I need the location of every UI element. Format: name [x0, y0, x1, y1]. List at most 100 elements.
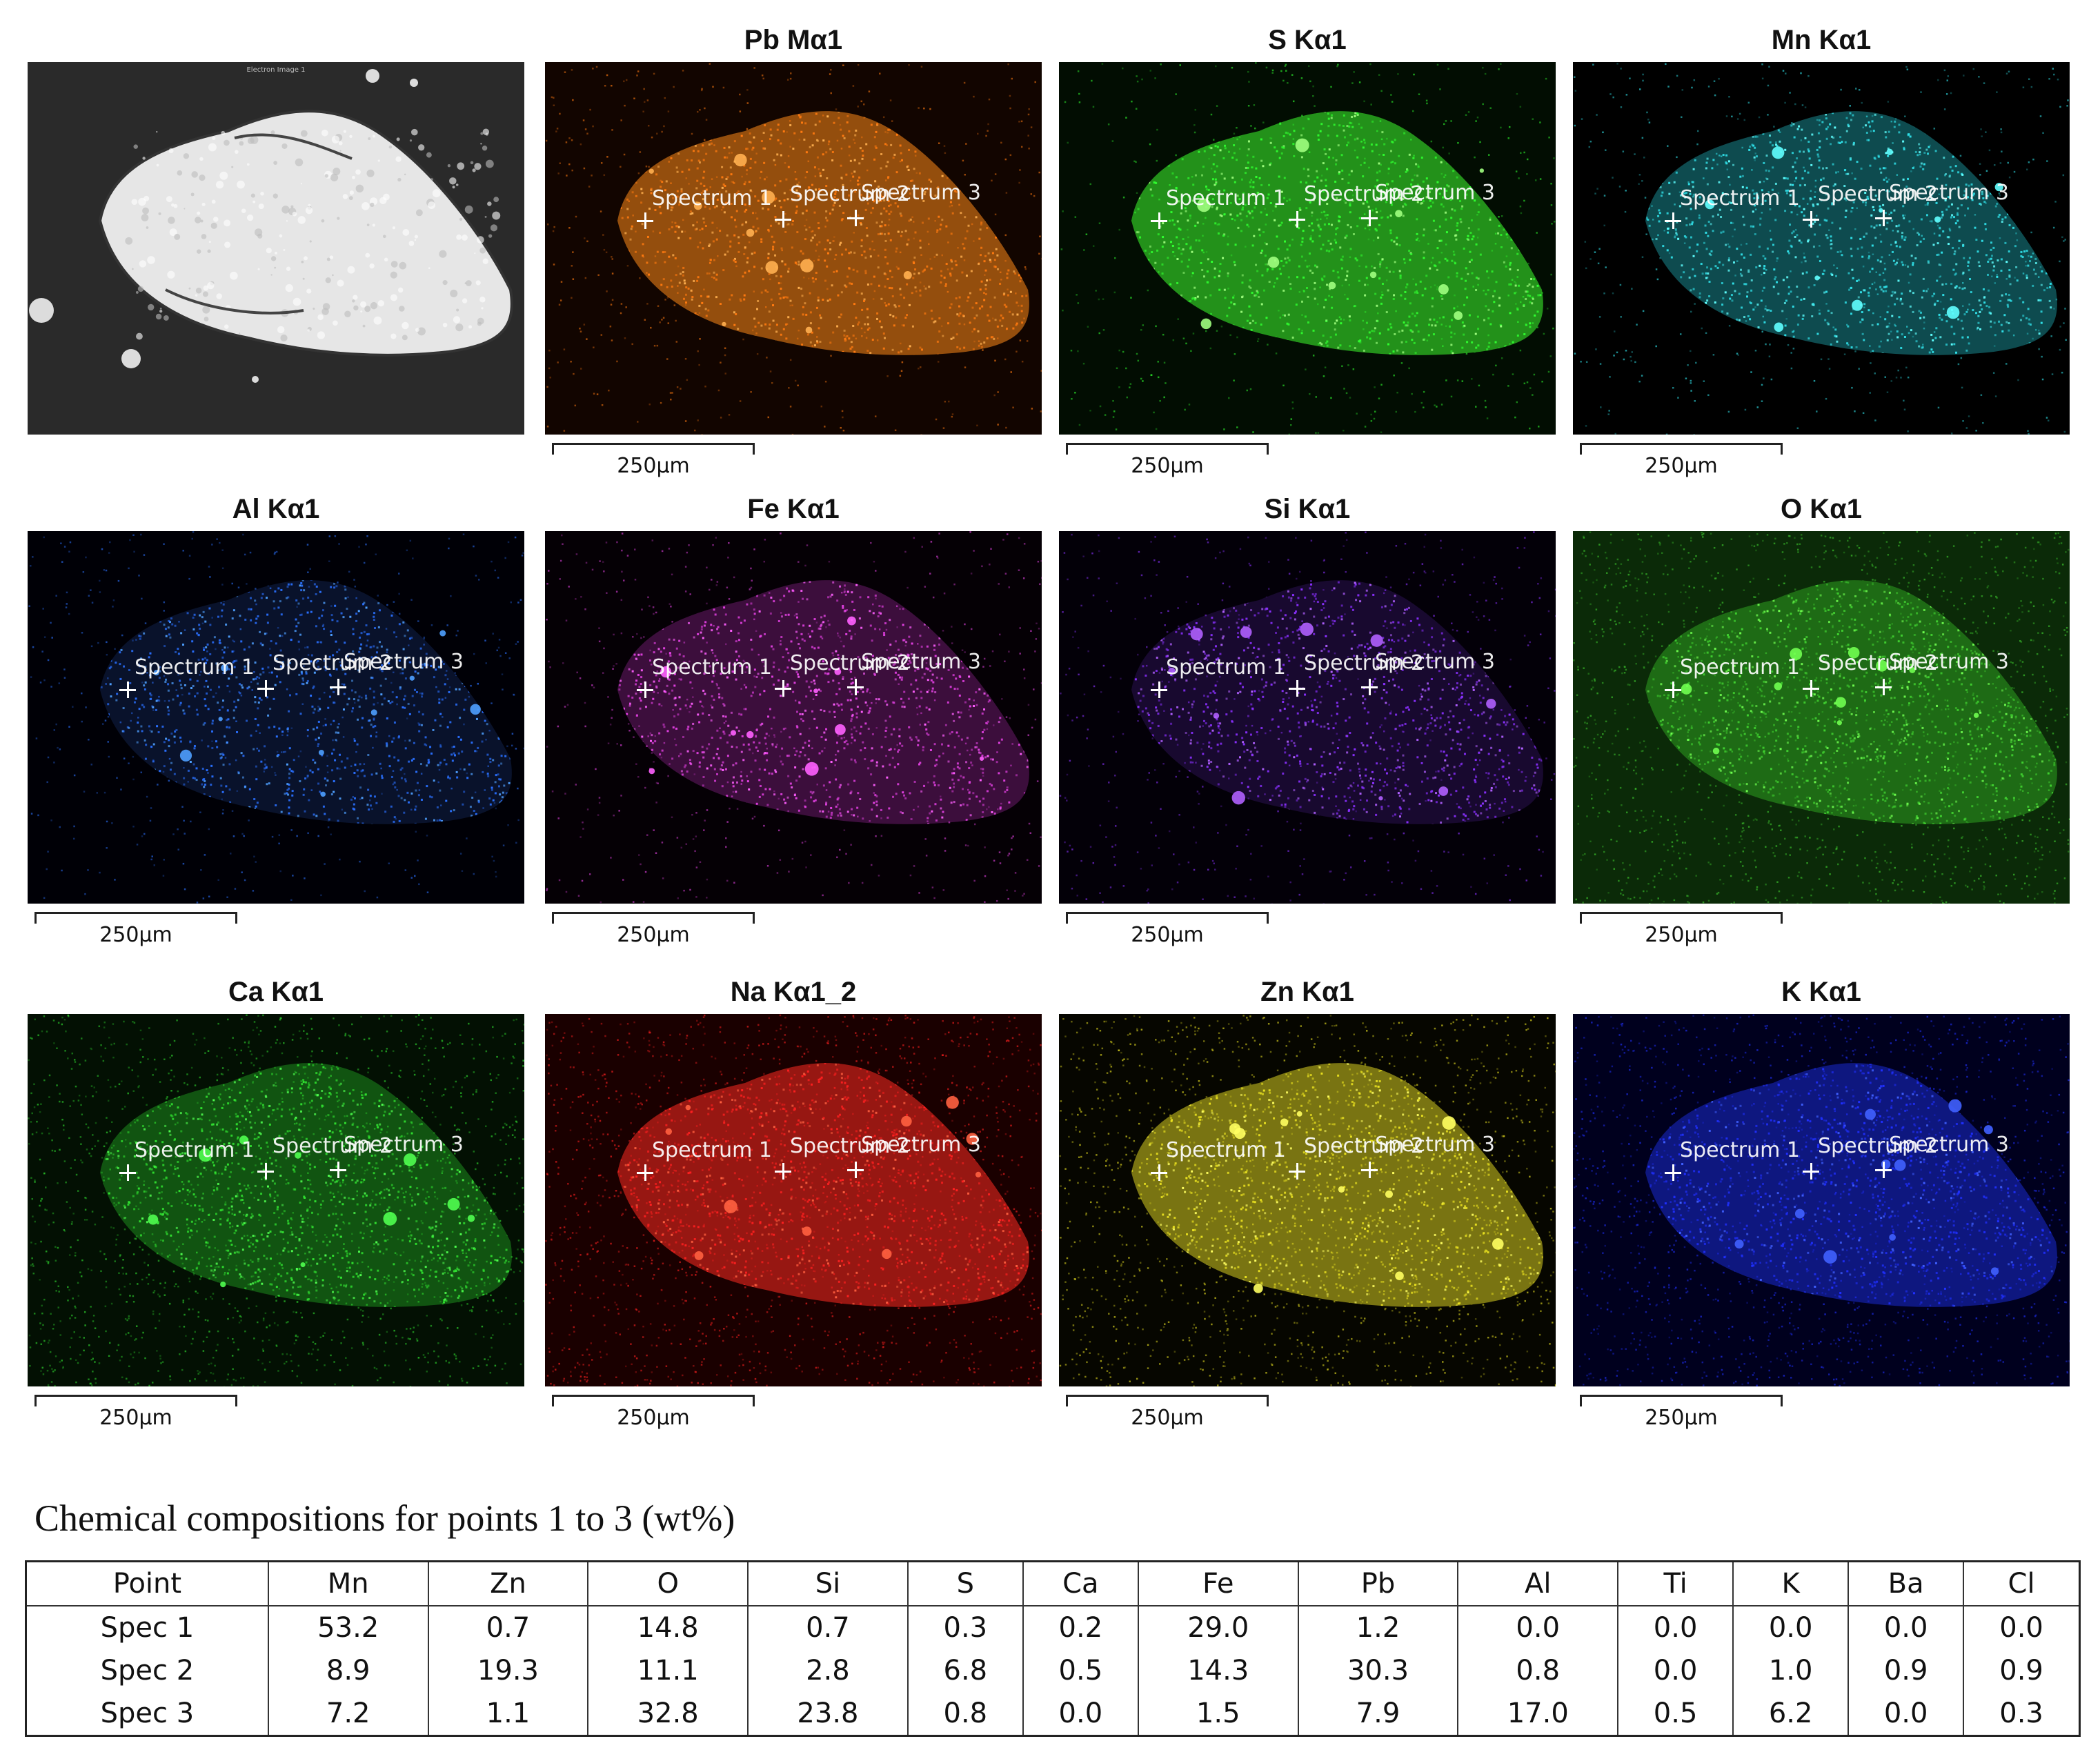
value-cell: 0.3 [907, 1606, 1023, 1649]
spectrum-point-marker [847, 679, 864, 695]
spectrum-point-marker [257, 1163, 274, 1180]
spectrum-label: Spectrum 3 [1375, 650, 1495, 674]
scale-bar: 250µm [1580, 912, 1783, 947]
value-cell: 30.3 [1297, 1649, 1458, 1692]
value-cell: 0.0 [1732, 1606, 1849, 1649]
map-title-fe: Fe Kα1 [545, 490, 1042, 528]
scale-bar: 250µm [1580, 443, 1783, 478]
spectrum-label: Spectrum 1 [1166, 655, 1286, 679]
value-cell: 7.2 [267, 1692, 428, 1736]
scale-bar-line [1580, 912, 1783, 924]
spectrum-point-marker [775, 211, 791, 228]
table-header-cell: Si [747, 1561, 908, 1606]
spectrum-point-marker [1875, 679, 1892, 695]
value-cell: 32.8 [587, 1692, 749, 1736]
spectrum-point-marker [1151, 1164, 1167, 1181]
table-header-cell: Fe [1137, 1561, 1298, 1606]
value-cell: 2.8 [747, 1649, 908, 1692]
spectrum-point-marker [330, 1162, 346, 1178]
element-map-si: Spectrum 1 Spectrum 2 Spectrum 3 [1059, 531, 1556, 904]
spectrum-label: Spectrum 1 [1166, 186, 1286, 210]
scale-bar-line [1066, 443, 1269, 455]
spectrum-point-marker [1151, 681, 1167, 698]
scale-bar: 250µm [34, 1395, 237, 1430]
table-header-cell: Point [26, 1561, 268, 1606]
value-cell: 53.2 [267, 1606, 428, 1649]
value-cell: 19.3 [427, 1649, 588, 1692]
scale-bar-label: 250µm [1066, 1406, 1269, 1430]
value-cell: 17.0 [1457, 1692, 1618, 1736]
scale-bar-label: 250µm [34, 923, 237, 947]
value-cell: 23.8 [747, 1692, 908, 1736]
scale-bar-line [552, 1395, 755, 1406]
spectrum-label: Spectrum 1 [1166, 1138, 1286, 1162]
row-label-cell: Spec 1 [26, 1606, 268, 1649]
scale-bar: 250µm [1580, 1395, 1783, 1430]
element-map-zn: Spectrum 1 Spectrum 2 Spectrum 3 [1059, 1014, 1556, 1386]
scale-bar-line [1580, 443, 1783, 455]
table-header-cell: Ba [1848, 1561, 1964, 1606]
value-cell: 0.0 [1457, 1606, 1618, 1649]
value-cell: 0.0 [1848, 1692, 1964, 1736]
map-title-ca: Ca Kα1 [28, 973, 524, 1011]
scale-bar-label: 250µm [1580, 454, 1783, 478]
scale-bar-line [34, 1395, 237, 1406]
spectrum-label: Spectrum 1 [652, 186, 772, 210]
table-row: Spec 2 8.9 19.3 11.1 2.8 6.8 0.5 14.3 30.3 0.8 0.0… [26, 1649, 2080, 1692]
value-cell: 29.0 [1137, 1606, 1298, 1649]
table-header-cell: Ca [1022, 1561, 1138, 1606]
spectrum-label: Spectrum 2 [1818, 1134, 1938, 1158]
spectrum-label: Spectrum 2 [1304, 651, 1424, 675]
scale-bar-label: 250µm [1066, 454, 1269, 478]
spectrum-label: Spectrum 2 [790, 651, 910, 675]
map-title-electron [28, 21, 524, 59]
spectrum-label: Spectrum 1 [1680, 186, 1800, 210]
spectrum-point-marker [1665, 212, 1681, 229]
map-title-o: O Kα1 [1573, 490, 2070, 528]
table-header-cell: Al [1457, 1561, 1618, 1606]
scale-bar: 250µm [1066, 912, 1269, 947]
spectrum-label: Spectrum 3 [344, 650, 464, 674]
element-map-fe: Spectrum 1 Spectrum 2 Spectrum 3 [545, 531, 1042, 904]
spectrum-point-marker [1361, 1162, 1378, 1178]
scale-bar: 250µm [552, 1395, 755, 1430]
spectrum-point-marker [847, 1162, 864, 1178]
scale-bar-line [34, 912, 237, 924]
value-cell: 14.3 [1137, 1649, 1298, 1692]
value-cell: 7.9 [1297, 1692, 1458, 1736]
scale-bar-line [552, 443, 755, 455]
value-cell: 0.2 [1022, 1606, 1138, 1649]
element-map-ca: Spectrum 1 Spectrum 2 Spectrum 3 [28, 1014, 524, 1386]
value-cell: 0.9 [1848, 1649, 1964, 1692]
element-map-mn: Spectrum 1 Spectrum 2 Spectrum 3 [1573, 62, 2070, 435]
spectrum-label: Spectrum 3 [861, 1133, 981, 1157]
spectrum-point-marker [1289, 680, 1305, 697]
spectrum-point-marker [119, 681, 136, 698]
spectrum-label: Spectrum 2 [1818, 182, 1938, 206]
row-label-cell: Spec 3 [26, 1692, 268, 1736]
element-map-k: Spectrum 1 Spectrum 2 Spectrum 3 [1573, 1014, 2070, 1386]
electron-image-header: Electron Image 1 [246, 66, 305, 74]
spectrum-label: Spectrum 3 [1889, 181, 2009, 205]
spectrum-label: Spectrum 1 [652, 655, 772, 679]
value-cell: 0.8 [1457, 1649, 1618, 1692]
value-cell: 14.8 [587, 1606, 749, 1649]
map-title-mn: Mn Kα1 [1573, 21, 2070, 59]
spectrum-label: Spectrum 1 [135, 655, 255, 679]
value-cell: 0.7 [747, 1606, 908, 1649]
element-map-na: Spectrum 1 Spectrum 2 Spectrum 3 [545, 1014, 1042, 1386]
scale-bar-label: 250µm [552, 1406, 755, 1430]
spectrum-point-marker [1875, 1162, 1892, 1178]
spectrum-point-marker [1361, 210, 1378, 226]
spectrum-point-marker [257, 680, 274, 697]
table-header-cell: Cl [1963, 1561, 2080, 1606]
map-title-s: S Kα1 [1059, 21, 1556, 59]
scale-bar-line [1066, 912, 1269, 924]
spectrum-label: Spectrum 2 [1818, 651, 1938, 675]
scale-bar: 250µm [552, 912, 755, 947]
value-cell: 11.1 [587, 1649, 749, 1692]
value-cell: 6.2 [1732, 1692, 1849, 1736]
scale-bar-label: 250µm [552, 454, 755, 478]
spectrum-label: Spectrum 3 [1375, 1133, 1495, 1157]
scale-bar-label: 250µm [1580, 1406, 1783, 1430]
